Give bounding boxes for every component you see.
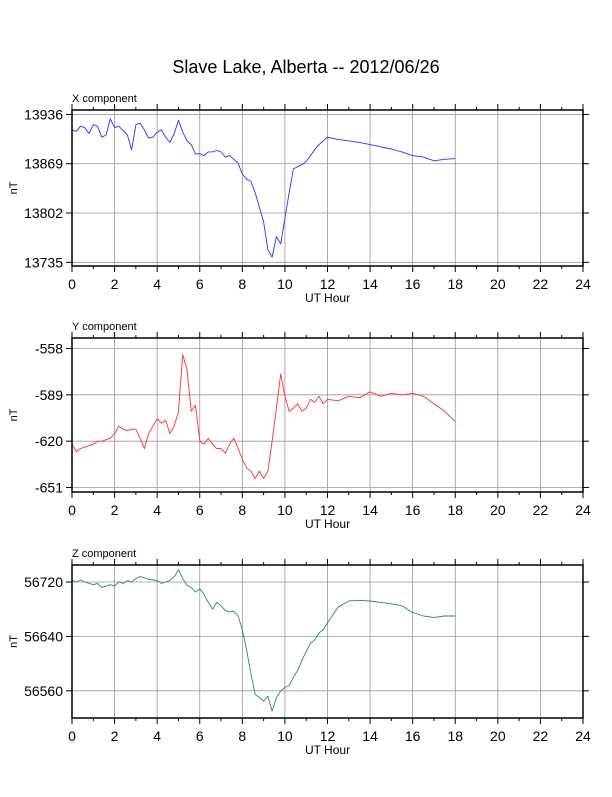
y-tick-label: -651 — [35, 480, 63, 496]
x-tick-label: 12 — [320, 276, 336, 292]
panel-title: Y component — [72, 321, 137, 333]
x-tick-label: 4 — [153, 276, 161, 292]
x-tick-label: 18 — [447, 728, 463, 744]
x-tick-label: 10 — [277, 728, 293, 744]
x-tick-label: 16 — [405, 276, 421, 292]
x-tick-label: 16 — [405, 728, 421, 744]
x-tick-label: 12 — [320, 728, 336, 744]
x-tick-label: 6 — [196, 502, 204, 518]
x-tick-label: 0 — [68, 276, 76, 292]
x-tick-label: 18 — [447, 502, 463, 518]
x-tick-label: 22 — [533, 276, 549, 292]
x-tick-label: 4 — [153, 728, 161, 744]
x-tick-label: 20 — [490, 276, 506, 292]
x-tick-label: 10 — [277, 502, 293, 518]
y-tick-label: 13936 — [24, 106, 63, 122]
x-axis-label: UT Hour — [305, 743, 350, 757]
y-tick-label: 56720 — [24, 574, 63, 590]
y-tick-label: -589 — [35, 387, 63, 403]
x-tick-label: 24 — [575, 502, 591, 518]
y-tick-label: 56560 — [24, 683, 63, 699]
x-tick-label: 2 — [111, 728, 119, 744]
x-tick-label: 0 — [68, 502, 76, 518]
x-tick-label: 6 — [196, 728, 204, 744]
y-tick-label: 56640 — [24, 628, 63, 644]
x-tick-label: 18 — [447, 276, 463, 292]
series-line — [71, 118, 456, 258]
x-tick-label: 8 — [238, 502, 246, 518]
y-tick-label: -558 — [35, 340, 63, 356]
x-tick-label: 24 — [575, 728, 591, 744]
x-tick-label: 8 — [238, 276, 246, 292]
x-tick-label: 10 — [277, 276, 293, 292]
y-tick-label: 13802 — [24, 205, 63, 221]
series-line — [71, 569, 456, 712]
x-tick-label: 16 — [405, 502, 421, 518]
plot-frame — [71, 109, 584, 267]
x-tick-label: 2 — [111, 276, 119, 292]
y-tick-label: 13869 — [24, 156, 63, 172]
x-tick-label: 8 — [238, 728, 246, 744]
x-tick-label: 12 — [320, 502, 336, 518]
panel-title: X component — [72, 93, 137, 105]
x-tick-label: 20 — [490, 502, 506, 518]
y-axis-label: nT — [8, 181, 20, 194]
x-tick-label: 20 — [490, 728, 506, 744]
plot-frame — [71, 337, 584, 493]
panel-title: Z component — [72, 548, 136, 560]
x-tick-label: 4 — [153, 502, 161, 518]
page-title: Slave Lake, Alberta -- 2012/06/26 — [172, 57, 440, 77]
x-axis-label: UT Hour — [305, 291, 350, 305]
y-tick-label: -620 — [35, 433, 63, 449]
x-tick-label: 6 — [196, 276, 204, 292]
y-tick-label: 13735 — [24, 254, 63, 270]
x-tick-label: 14 — [362, 276, 378, 292]
x-tick-label: 0 — [68, 728, 76, 744]
x-tick-label: 2 — [111, 502, 119, 518]
x-axis-label: UT Hour — [305, 517, 350, 531]
plot-frame — [71, 564, 584, 719]
series-line — [71, 353, 456, 479]
x-tick-label: 24 — [575, 276, 591, 292]
y-axis-label: nT — [8, 408, 20, 421]
x-tick-label: 14 — [362, 728, 378, 744]
y-axis-label: nT — [8, 635, 20, 648]
x-tick-label: 14 — [362, 502, 378, 518]
x-tick-label: 22 — [533, 502, 549, 518]
x-tick-label: 22 — [533, 728, 549, 744]
